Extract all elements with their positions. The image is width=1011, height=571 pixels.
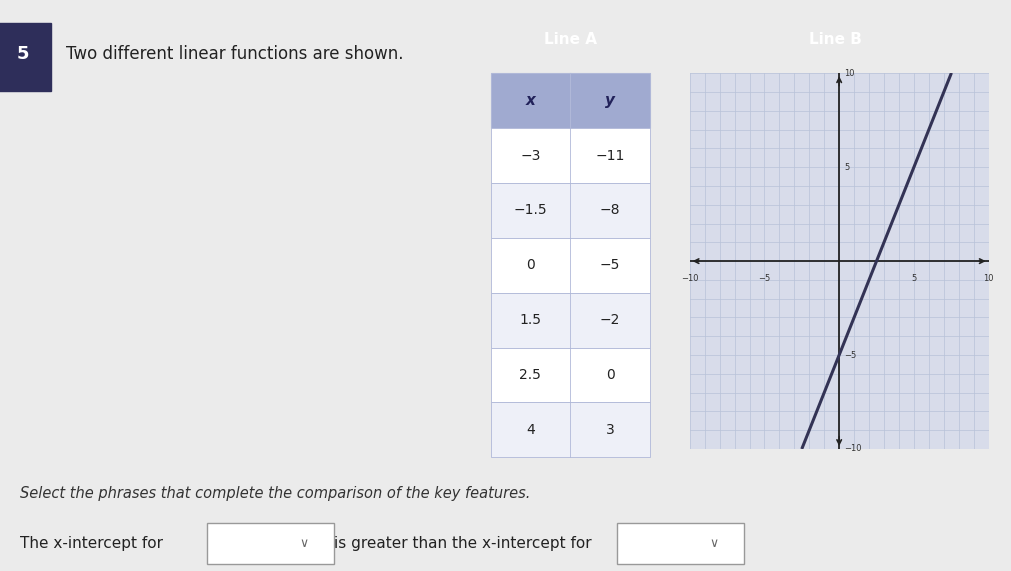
- FancyBboxPatch shape: [490, 128, 649, 183]
- Text: x: x: [525, 93, 535, 108]
- Text: −5: −5: [600, 258, 620, 272]
- Text: 5: 5: [843, 163, 849, 172]
- Text: 3: 3: [605, 423, 614, 437]
- Text: 1.5: 1.5: [519, 313, 541, 327]
- Text: ∨: ∨: [708, 537, 718, 550]
- FancyBboxPatch shape: [490, 238, 649, 293]
- Text: 0: 0: [526, 258, 534, 272]
- Text: is greater than the x-intercept for: is greater than the x-intercept for: [334, 536, 591, 552]
- Text: −11: −11: [594, 148, 624, 163]
- Text: The x-intercept for: The x-intercept for: [20, 536, 163, 552]
- Text: 5: 5: [16, 45, 29, 63]
- Text: 10: 10: [843, 69, 854, 78]
- Text: 4: 4: [526, 423, 534, 437]
- FancyBboxPatch shape: [207, 524, 334, 564]
- Text: −3: −3: [520, 148, 540, 163]
- Text: −5: −5: [843, 351, 855, 360]
- FancyBboxPatch shape: [490, 403, 649, 457]
- FancyBboxPatch shape: [0, 23, 51, 91]
- Text: 0: 0: [605, 368, 614, 382]
- Text: −10: −10: [680, 274, 698, 283]
- Text: ∨: ∨: [298, 537, 308, 550]
- Text: 2.5: 2.5: [519, 368, 541, 382]
- Text: −10: −10: [843, 444, 861, 453]
- Text: y: y: [605, 93, 615, 108]
- Text: Two different linear functions are shown.: Two different linear functions are shown…: [66, 45, 402, 63]
- Text: 5: 5: [910, 274, 916, 283]
- Text: −1.5: −1.5: [513, 203, 547, 218]
- FancyBboxPatch shape: [490, 73, 649, 128]
- FancyBboxPatch shape: [617, 524, 743, 564]
- Text: −8: −8: [600, 203, 620, 218]
- Text: Line A: Line A: [543, 32, 596, 47]
- Text: Select the phrases that complete the comparison of the key features.: Select the phrases that complete the com…: [20, 485, 530, 501]
- Text: −5: −5: [757, 274, 769, 283]
- FancyBboxPatch shape: [490, 348, 649, 403]
- FancyBboxPatch shape: [490, 293, 649, 348]
- Text: Line B: Line B: [809, 32, 861, 47]
- Text: 10: 10: [983, 274, 993, 283]
- FancyBboxPatch shape: [490, 183, 649, 238]
- Text: −2: −2: [600, 313, 620, 327]
